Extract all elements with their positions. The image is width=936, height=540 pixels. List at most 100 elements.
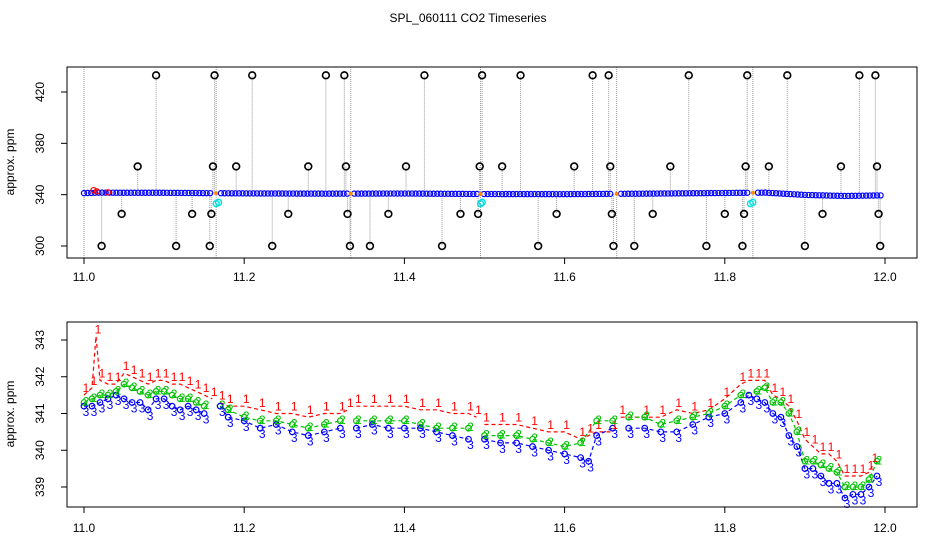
series-3-label: 3 bbox=[163, 398, 170, 412]
chart-title: SPL_060111 CO2 Timeseries bbox=[390, 11, 547, 25]
baseline-point bbox=[84, 189, 91, 197]
series-3-point bbox=[625, 424, 633, 432]
outlier-point bbox=[874, 209, 883, 219]
series-2-point bbox=[384, 417, 392, 425]
series-2-point bbox=[673, 417, 681, 425]
series-2-point bbox=[529, 435, 536, 443]
series-1-label: 1 bbox=[836, 447, 843, 461]
baseline-point bbox=[383, 190, 390, 197]
series-3-label: 3 bbox=[772, 413, 779, 427]
series-3-point bbox=[809, 465, 817, 473]
series-3-point bbox=[817, 472, 825, 480]
series-2-point bbox=[777, 399, 785, 406]
baseline-point bbox=[224, 190, 232, 197]
baseline-point bbox=[513, 190, 520, 198]
series-2-label: 2 bbox=[828, 461, 835, 475]
baseline-point bbox=[95, 189, 102, 196]
baseline-point bbox=[170, 189, 178, 197]
baseline-point bbox=[780, 190, 787, 197]
baseline-point bbox=[369, 190, 376, 197]
series-2-label: 2 bbox=[483, 428, 490, 442]
series-2-point bbox=[545, 439, 552, 447]
series-1-label: 1 bbox=[323, 400, 330, 414]
outlier-point bbox=[720, 209, 729, 219]
series-line-2 bbox=[484, 420, 613, 448]
baseline-point bbox=[199, 189, 207, 197]
series-1-label: 1 bbox=[99, 366, 106, 380]
series-line-2 bbox=[83, 383, 205, 407]
baseline-point bbox=[661, 190, 668, 197]
series-3-label: 3 bbox=[499, 442, 506, 456]
series-3-label: 3 bbox=[275, 424, 282, 438]
baseline-point bbox=[524, 190, 531, 198]
series-2-point bbox=[368, 417, 376, 425]
series-3-label: 3 bbox=[707, 416, 714, 430]
series-3-point bbox=[833, 479, 841, 487]
baseline-point bbox=[740, 189, 747, 197]
outlier-point bbox=[855, 71, 864, 80]
baseline-point bbox=[693, 190, 700, 197]
series-1-label: 1 bbox=[828, 440, 835, 454]
baseline-point bbox=[441, 190, 448, 197]
baseline-point bbox=[823, 192, 830, 199]
baseline-point bbox=[268, 190, 275, 197]
outlier-point bbox=[818, 209, 827, 219]
series-2-label: 2 bbox=[419, 417, 426, 431]
baseline-point bbox=[145, 189, 153, 196]
baseline-point bbox=[592, 190, 600, 198]
series-1-label: 1 bbox=[211, 385, 218, 399]
series-1-label: 1 bbox=[387, 392, 394, 406]
series-3-label: 3 bbox=[563, 453, 570, 467]
baseline-point bbox=[185, 189, 192, 197]
series-3-label: 3 bbox=[515, 442, 522, 456]
series-1-label: 1 bbox=[820, 440, 827, 454]
series-2-label: 2 bbox=[275, 413, 282, 427]
baseline-point bbox=[423, 190, 430, 197]
baseline-point bbox=[502, 190, 509, 198]
baseline-point bbox=[808, 191, 816, 199]
x-tick-label: 11.4 bbox=[393, 270, 416, 284]
series-2-label: 2 bbox=[219, 398, 226, 412]
series-2-label: 2 bbox=[323, 417, 330, 431]
series-3-point bbox=[593, 432, 601, 439]
series-3-point bbox=[401, 424, 408, 432]
baseline-point bbox=[452, 190, 459, 198]
series-1-label: 1 bbox=[163, 366, 170, 380]
series-2-label: 2 bbox=[307, 420, 314, 434]
baseline-point bbox=[830, 192, 837, 199]
series-2-point bbox=[841, 483, 849, 491]
baseline-point bbox=[599, 190, 607, 198]
baseline-point bbox=[552, 190, 560, 198]
baseline-point bbox=[307, 190, 315, 197]
baseline-point bbox=[397, 190, 405, 197]
outlier-point bbox=[533, 241, 543, 251]
series-2-point bbox=[561, 443, 568, 450]
baseline-point bbox=[653, 190, 661, 197]
x-tick-label: 11.8 bbox=[714, 270, 737, 284]
series-2-point bbox=[705, 410, 713, 417]
outlier-point bbox=[872, 162, 882, 171]
series-1-label: 1 bbox=[796, 407, 803, 421]
series-1-label: 1 bbox=[531, 414, 538, 428]
series-3-point bbox=[529, 443, 536, 450]
series-2-point bbox=[304, 424, 312, 432]
outlier-point bbox=[630, 241, 639, 251]
series-2-label: 2 bbox=[291, 417, 298, 431]
series-2-point bbox=[785, 410, 793, 417]
outlier-point bbox=[133, 162, 142, 171]
series-3-point bbox=[352, 424, 360, 432]
series-3-label: 3 bbox=[115, 394, 122, 408]
series-3-label: 3 bbox=[788, 435, 795, 449]
outlier-point bbox=[341, 162, 351, 171]
series-2-label: 2 bbox=[171, 387, 178, 401]
cyan-point bbox=[749, 198, 757, 207]
series-1-label: 1 bbox=[547, 418, 554, 432]
series-1-label: 1 bbox=[747, 366, 754, 380]
series-2-point bbox=[176, 395, 184, 403]
series-3-label: 3 bbox=[483, 438, 490, 452]
y-tick-label: 420 bbox=[33, 82, 47, 102]
series-3-label: 3 bbox=[611, 427, 618, 441]
series-3-point bbox=[136, 399, 144, 406]
baseline-point bbox=[538, 190, 545, 198]
baseline-point bbox=[102, 189, 109, 196]
